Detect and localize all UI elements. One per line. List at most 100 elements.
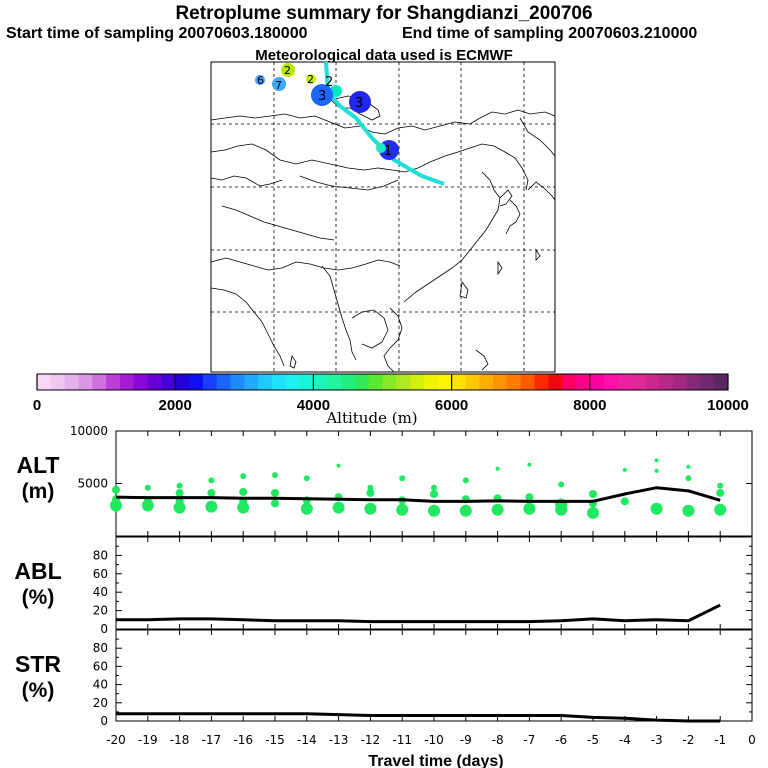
altitude-scatter-point [272,472,278,479]
cluster-marker [330,85,342,97]
map-frame [210,61,556,373]
trajectory-clusters [255,63,399,160]
altitude-scatter-point [430,490,438,498]
chart-title: Retroplume summary for Shangdianzi_20070… [175,3,593,24]
y-axis-label: ALT [16,452,59,478]
cluster-label: 2 [284,64,291,77]
x-tick-label: -18 [170,733,190,747]
colorbar-cell [244,374,259,390]
colorbar-tick-label: 0 [33,397,41,414]
altitude-scatter-point [717,482,724,489]
altitude-scatter-point [462,477,469,484]
x-tick-label: -8 [492,733,504,747]
x-axis-label: Travel time (days) [368,753,503,768]
colorbar-cell [147,374,162,390]
y-tick-label: 0 [100,622,108,636]
y-axis-label: STR [15,651,61,677]
colorbar-tick-label: 8000 [573,397,606,414]
y-axis-label: (%) [22,586,55,609]
x-tick-label: -4 [619,733,631,747]
colorbar-cell [106,374,121,390]
altitude-scatter-point [332,501,345,514]
y-tick-label: 10000 [70,424,108,438]
colorbar-cell [520,374,535,390]
altitude-scatter-point [685,475,692,482]
x-tick-label: -12 [361,733,381,747]
altitude-scatter-point [428,504,440,517]
colorbar-cell [368,374,383,390]
altitude-scatter-point [336,463,341,468]
x-tick-label: -14 [297,733,317,747]
altitude-scatter-point [716,488,725,497]
cluster-marker [376,143,386,153]
cluster-marker [272,77,286,91]
altitude-scatter-point [300,502,313,515]
colorbar-cell [493,374,508,390]
colorbar-cell [589,374,605,390]
altitude-scatter-point [399,475,406,482]
colorbar-cell [216,374,231,390]
x-tick-label: -2 [682,733,694,747]
colorbar-cell [548,374,563,390]
colorbar-cell [341,374,356,390]
series-line [115,486,721,503]
altitude-scatter-point [176,482,183,489]
map-coastlines [210,95,556,373]
x-tick-label: -10 [424,733,444,747]
altitude-scatter-point [431,484,437,491]
colorbar-cell [354,374,370,390]
colorbar-cell [506,374,522,390]
y-tick-label: 80 [93,641,108,655]
x-tick-label: 0 [748,733,756,747]
y-tick-label: 60 [93,567,108,581]
altitude-scatter-point [525,493,534,502]
series-line [116,603,721,624]
colorbar-cell [714,374,729,390]
colorbar-cell [479,374,494,390]
colorbar-tick-label: 10000 [707,397,749,414]
panel-frame [115,536,753,630]
colorbar-cell [631,374,646,390]
cluster-marker [306,74,316,84]
y-tick-label: 20 [93,696,108,710]
colorbar-cell [92,374,107,390]
cluster-label: 2 [307,73,314,86]
altitude-scatter-point [207,488,216,497]
altitude-scatter-point [682,504,695,517]
colorbar-cell [700,374,715,390]
map-panel: 6 7 2 2 2 3 3 1 [210,61,556,373]
altitude-scatter-point [396,503,409,516]
altitude-scatter-point [620,497,629,506]
alt-panel: 5000 10000 ALT(m) [16,424,753,537]
colorbar-cell [119,374,135,390]
cluster-marker [349,91,371,113]
colorbar-cell [285,374,300,390]
colorbar-cell [658,374,674,390]
y-tick-label: 40 [93,678,108,692]
colorbar-cell [603,374,618,390]
altitude-scatter-point [459,504,472,517]
colorbar-cell [161,374,176,390]
colorbar-cell [64,374,79,390]
altitude-scatter-point [650,502,663,515]
colorbar-cell [645,374,660,390]
altitude-scatter-point [208,477,215,484]
x-tick-label: -9 [460,733,472,747]
cluster-label: 6 [257,74,264,87]
colorbar-axis-label: Altitude (m) [325,409,417,427]
altitude-scatter-point [558,481,565,488]
x-tick-label: -19 [138,733,158,747]
x-tick-label: -3 [651,733,663,747]
y-tick-label: 0 [100,714,108,728]
altitude-colorbar: 0 2000 4000 6000 8000 10000 Altitude (m) [33,373,749,427]
colorbar-tick-label: 4000 [297,397,330,414]
y-axis-label: ABL [14,558,61,584]
x-tick-label: -7 [523,733,535,747]
y-axis-label: (m) [22,480,55,503]
colorbar-cell [50,374,66,390]
colorbar-cell [465,374,480,390]
altitude-scatter-point [622,467,627,472]
altitude-scatter-point [205,500,218,513]
colorbar-cell [299,374,314,390]
altitude-scatter-point [495,466,500,471]
